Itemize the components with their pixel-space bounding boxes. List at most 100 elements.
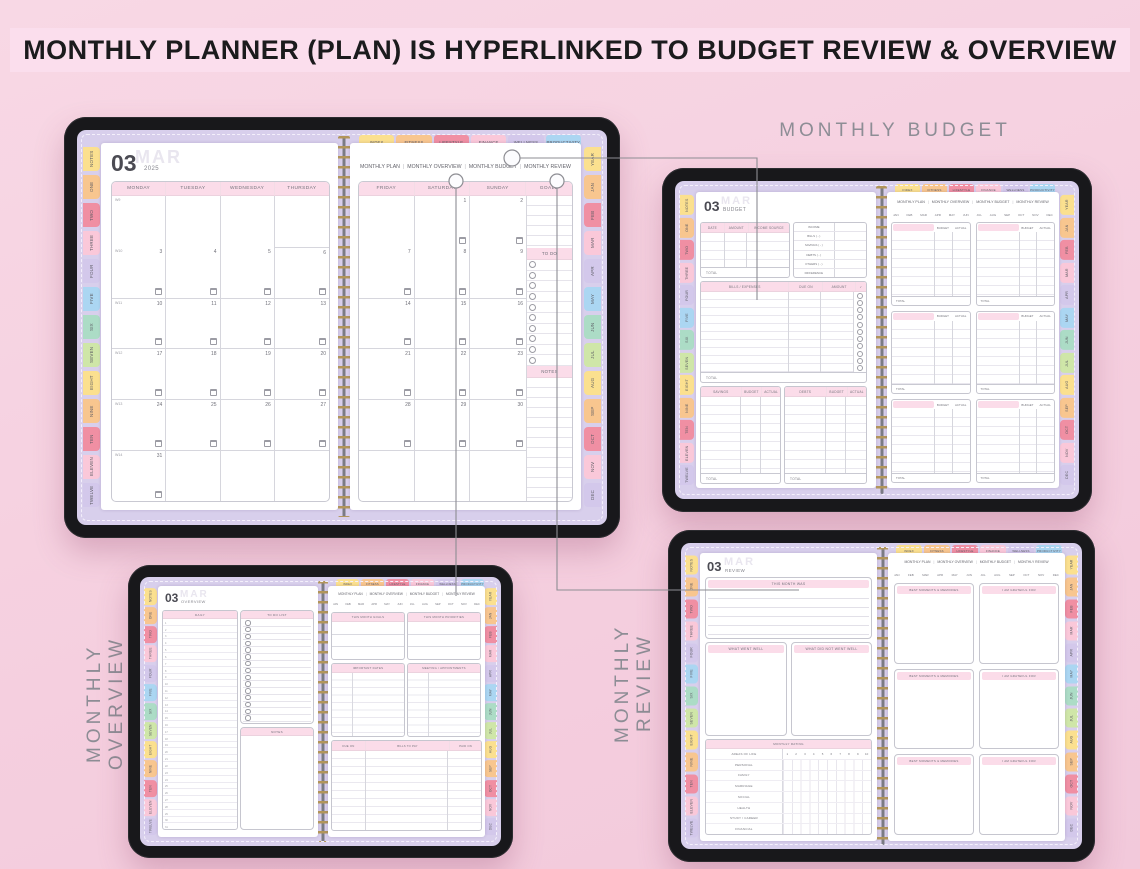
months-row-oct[interactable]: OCT	[447, 603, 454, 606]
category-name-bar[interactable]	[893, 401, 935, 409]
paid-checkbox[interactable]	[857, 307, 863, 314]
tab-feb[interactable]: FEB	[584, 203, 601, 227]
grateful-for-box-area[interactable]	[980, 767, 1058, 834]
nav-link-monthly-budget[interactable]: MONTHLY BUDGET	[980, 560, 1018, 564]
tab-one[interactable]: ONE	[144, 607, 157, 625]
rating-cells[interactable]	[782, 813, 871, 824]
daily-row[interactable]: 14	[163, 708, 237, 715]
this-month-was-lines[interactable]	[708, 590, 869, 638]
tab-four[interactable]: FOUR	[144, 664, 157, 682]
daily-page-link-icon[interactable]	[319, 287, 326, 295]
months-row-nov[interactable]: NOV	[1032, 213, 1039, 217]
tab-aug[interactable]: AUG	[1060, 375, 1074, 395]
tab-eleven[interactable]: ELEVEN	[680, 442, 694, 463]
tab-lifestyle[interactable]: LIFESTYLE	[952, 545, 978, 556]
todo-checkbox[interactable]	[245, 688, 251, 694]
nav-link-monthly-budget[interactable]: MONTHLY BUDGET	[469, 164, 524, 170]
nav-link-monthly-overview[interactable]: MONTHLY OVERVIEW	[407, 164, 469, 170]
tab-jun[interactable]: JUN	[584, 315, 601, 339]
tab-aug[interactable]: AUG	[484, 741, 497, 759]
daily-row[interactable]: 29	[163, 810, 237, 817]
todo-checkbox[interactable]	[245, 715, 251, 721]
bills-rows[interactable]	[332, 751, 481, 830]
tab-sep[interactable]: SEP	[1060, 397, 1074, 418]
tab-four[interactable]: FOUR	[680, 285, 694, 305]
months-row-mar[interactable]: MAR	[358, 603, 365, 606]
category-name-bar[interactable]	[977, 401, 1019, 409]
category-rows[interactable]	[892, 232, 970, 296]
tab-six[interactable]: SIX	[685, 686, 698, 706]
tab-year[interactable]: YEAR	[1060, 195, 1074, 215]
todo-checkbox[interactable]	[245, 640, 251, 647]
todo-checkbox[interactable]	[529, 271, 536, 279]
tab-finance[interactable]: FINANCE	[980, 545, 1006, 556]
nav-link-monthly-review[interactable]: MONTHLY REVIEW	[1016, 200, 1049, 204]
months-row-sep[interactable]: SEP	[435, 603, 441, 606]
rating-cells[interactable]	[782, 802, 871, 813]
tab-jul[interactable]: JUL	[1060, 352, 1074, 373]
months-row-apr[interactable]: APR	[937, 573, 944, 577]
todo-checkbox[interactable]	[529, 282, 536, 290]
todo-checkbox[interactable]	[529, 324, 536, 332]
tab-nine[interactable]: NINE	[83, 399, 100, 423]
grateful-for-box-area[interactable]	[980, 682, 1058, 749]
paid-checkbox[interactable]	[857, 321, 863, 328]
months-row-jul[interactable]: JUL	[976, 213, 982, 217]
rating-cells[interactable]	[782, 781, 871, 791]
daily-page-link-icon[interactable]	[516, 338, 523, 346]
months-row-jun[interactable]: JUN	[966, 573, 972, 577]
months-row-sep[interactable]: SEP	[1008, 573, 1015, 577]
tab-productivity[interactable]: PRODUCTIVITY	[1036, 545, 1062, 556]
tab-three[interactable]: THREE	[144, 645, 157, 663]
tab-jun[interactable]: JUN	[1060, 330, 1074, 350]
months-row-mar[interactable]: MAR	[922, 573, 929, 577]
todo-checkbox[interactable]	[529, 356, 536, 364]
months-row-aug[interactable]: AUG	[989, 213, 997, 217]
daily-page-link-icon[interactable]	[209, 287, 217, 295]
tab-oct[interactable]: OCT	[584, 427, 601, 451]
daily-page-link-icon[interactable]	[319, 338, 326, 346]
tab-jun[interactable]: JUN	[1065, 686, 1078, 706]
tab-jan[interactable]: JAN	[484, 607, 497, 625]
tab-year[interactable]: YEAR	[1065, 555, 1078, 575]
daily-row[interactable]: 22	[163, 762, 237, 769]
months-row-sep[interactable]: SEP	[1004, 213, 1011, 217]
tab-jul[interactable]: JUL	[1065, 708, 1078, 728]
paid-checkbox[interactable]	[857, 350, 863, 357]
todo-checkbox[interactable]	[245, 654, 251, 660]
daily-page-link-icon[interactable]	[459, 389, 467, 397]
table-rows[interactable]	[785, 397, 866, 473]
tab-ten[interactable]: TEN	[680, 420, 694, 440]
best-moments-box-area[interactable]	[895, 682, 973, 749]
category-name-bar[interactable]	[977, 224, 1019, 231]
months-row-apr[interactable]: APR	[371, 603, 377, 606]
tab-five[interactable]: FIVE	[680, 307, 694, 328]
tab-ten[interactable]: TEN	[144, 779, 157, 797]
tab-sep[interactable]: SEP	[584, 399, 601, 423]
tab-jun[interactable]: JUN	[484, 702, 497, 721]
tab-feb[interactable]: FEB	[484, 626, 497, 644]
tab-seven[interactable]: SEVEN	[83, 343, 100, 367]
daily-row[interactable]: 10	[163, 680, 237, 688]
daily-page-link-icon[interactable]	[319, 440, 326, 448]
months-row-oct[interactable]: OCT	[1017, 213, 1025, 217]
important-dates-area[interactable]	[332, 673, 404, 736]
nav-link-monthly-budget[interactable]: MONTHLY BUDGET	[410, 592, 446, 596]
priorities-cells[interactable]	[408, 622, 480, 659]
meetings-area[interactable]	[408, 673, 480, 736]
tab-four[interactable]: FOUR	[83, 259, 100, 283]
paid-checkbox[interactable]	[857, 314, 863, 321]
todo-checkbox[interactable]	[529, 293, 536, 301]
daily-row[interactable]: 19	[163, 742, 237, 749]
tab-may[interactable]: MAY	[484, 683, 497, 701]
tab-oct[interactable]: OCT	[484, 779, 497, 797]
daily-page-link-icon[interactable]	[319, 389, 326, 397]
tab-dec[interactable]: DEC	[584, 483, 601, 507]
tab-eleven[interactable]: ELEVEN	[685, 795, 698, 816]
daily-row[interactable]: 8	[163, 667, 237, 674]
nav-link-monthly-plan[interactable]: MONTHLY PLAN	[904, 560, 937, 564]
category-name-bar[interactable]	[893, 224, 935, 231]
daily-row[interactable]: 25	[163, 783, 237, 790]
todo-checkbox[interactable]	[245, 674, 251, 681]
tab-feb[interactable]: FEB	[1060, 240, 1074, 260]
